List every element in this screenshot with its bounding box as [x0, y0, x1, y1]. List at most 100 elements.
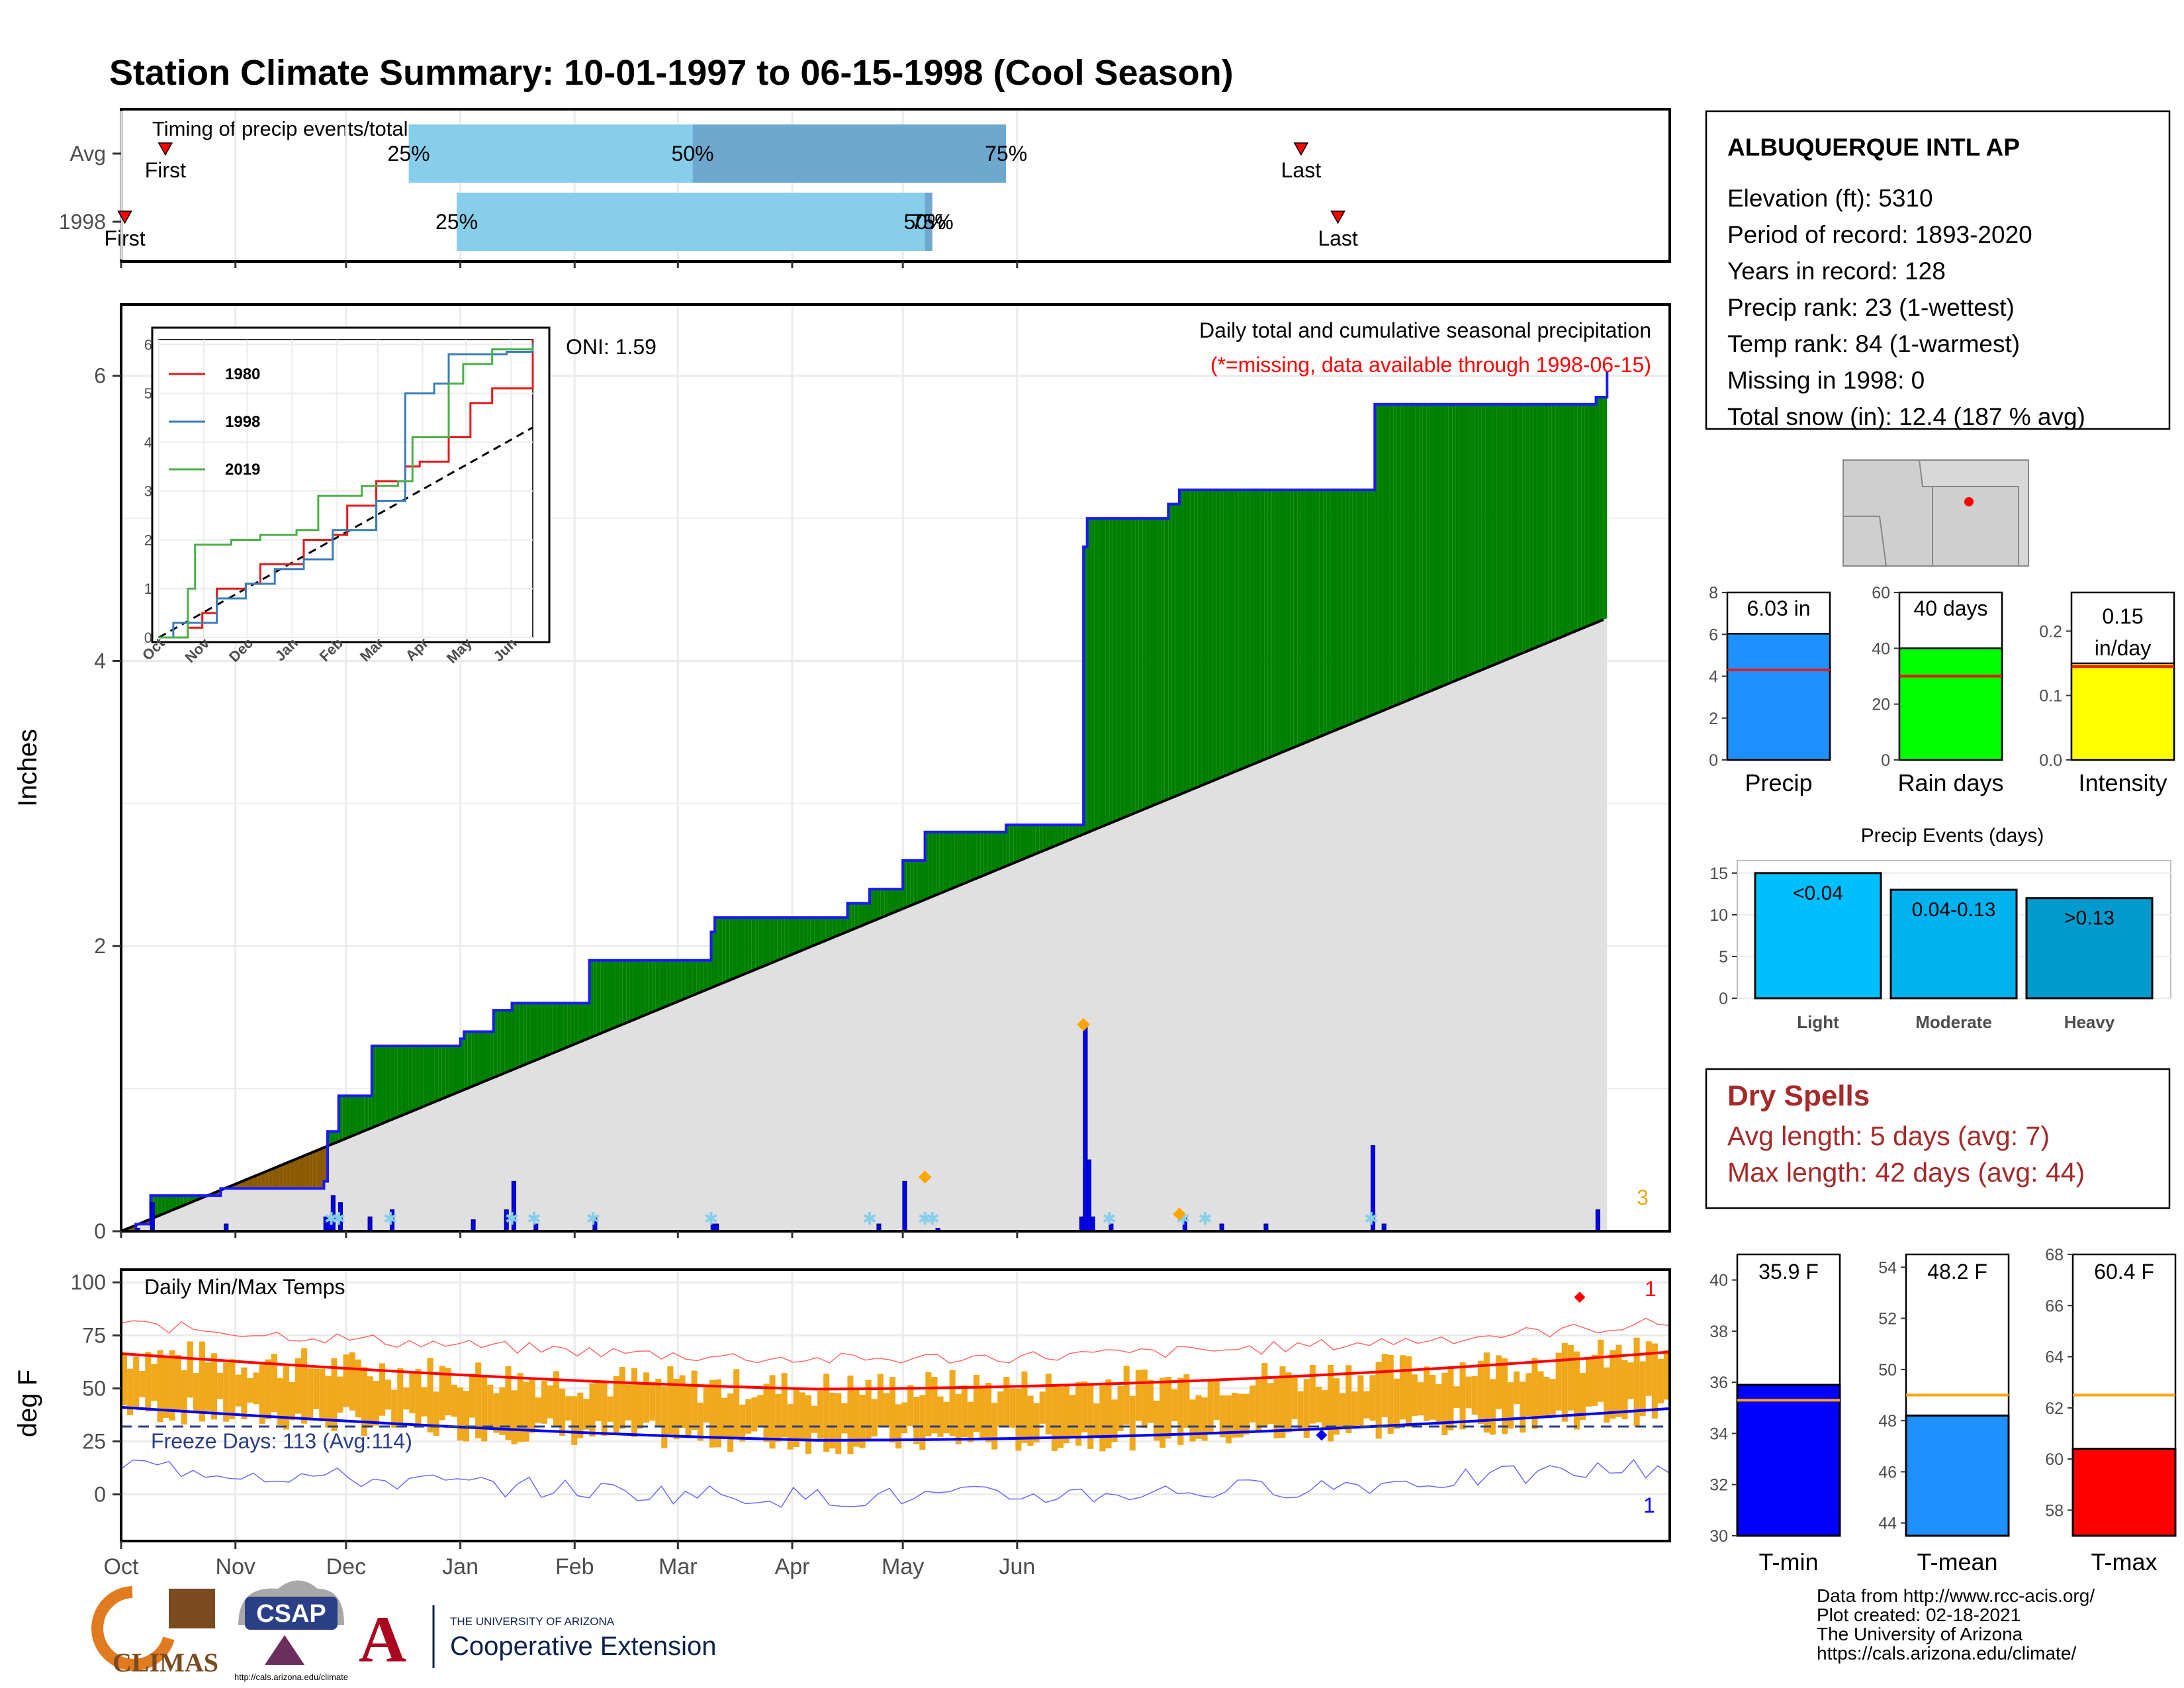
surplus-segment	[943, 831, 947, 892]
daily-precip-bar	[1595, 1209, 1600, 1232]
surplus-segment	[1194, 490, 1198, 789]
daily-temp-bar	[529, 1379, 535, 1433]
surplus-segment	[457, 1046, 461, 1093]
surplus-segment	[1551, 404, 1556, 641]
daily-temp-bar	[145, 1352, 152, 1412]
record-low-line	[120, 1458, 1670, 1508]
surplus-segment	[464, 1031, 468, 1090]
daily-temp-bar	[655, 1378, 662, 1426]
normal-cumulative-line	[120, 618, 1604, 1233]
surplus-segment	[1584, 404, 1589, 628]
daily-temp-bar	[1663, 1350, 1670, 1400]
surplus-segment	[445, 1046, 449, 1098]
snow-marker: ✱	[704, 1209, 719, 1229]
daily-temp-bar	[535, 1397, 541, 1423]
daily-temp-bar	[607, 1396, 614, 1422]
daily-temp-bar	[325, 1376, 332, 1428]
surplus-segment	[707, 960, 711, 990]
surplus-segment	[523, 1003, 527, 1066]
daily-temp-bar	[223, 1362, 230, 1422]
surplus-segment	[438, 1046, 442, 1101]
surplus-segment	[807, 917, 811, 949]
surplus-segment	[1567, 404, 1570, 635]
surplus-segment	[490, 1031, 494, 1080]
inset-plot-area	[158, 339, 533, 638]
daily-temp-bar	[781, 1373, 788, 1438]
surplus-segment	[1393, 404, 1397, 707]
daily-temp-bar	[1027, 1395, 1034, 1446]
surplus-segment	[1212, 490, 1216, 781]
surplus-segment	[622, 960, 627, 1025]
station-info-line: Precip rank: 23 (1-wettest)	[1727, 294, 2015, 321]
event-bar-range: <0.04	[1793, 882, 1843, 904]
temp-bar-ytick-label: 52	[1878, 1310, 1897, 1329]
surplus-segment	[995, 831, 999, 871]
surplus-segment	[962, 831, 966, 885]
surplus-segment	[604, 960, 608, 1032]
station-info-line: Period of record: 1893-2020	[1727, 221, 2032, 248]
daily-temp-bar	[1447, 1367, 1454, 1430]
daily-temp-bar	[289, 1382, 296, 1421]
timing-marker-triangle	[117, 211, 132, 224]
daily-temp-bar	[445, 1368, 451, 1416]
credit-line: Data from http://www.rcc-acis.org/	[1817, 1585, 2095, 1606]
daily-temp-bar	[181, 1370, 187, 1425]
surplus-segment	[1548, 404, 1552, 643]
surplus-segment	[401, 1046, 405, 1116]
surplus-segment	[1541, 404, 1545, 646]
month-label: Mar	[659, 1554, 698, 1579]
surplus-segment	[1478, 404, 1482, 672]
surplus-segment	[434, 1046, 439, 1102]
daily-temp-bar	[1219, 1395, 1226, 1438]
daily-temp-bar	[391, 1389, 398, 1428]
record-low-marker	[1316, 1429, 1328, 1441]
surplus-segment	[725, 917, 730, 982]
daily-temp-bar	[595, 1380, 602, 1421]
daily-temp-bar	[829, 1392, 836, 1449]
daily-temp-bar	[1165, 1377, 1172, 1439]
precip-panel: ✱✱ ✱ ✱ ✱ ✱ ✱ ✱ ✱✱ ✱ ✱ ✱ ✱ Daily total and cumulativ…	[13, 303, 1671, 1243]
surplus-segment	[810, 917, 815, 947]
surplus-segment	[1433, 404, 1437, 690]
surplus-segment	[1046, 825, 1050, 850]
surplus-segment	[541, 1003, 545, 1058]
mini-bar-ytick-label: 2	[1709, 710, 1718, 728]
surplus-segment	[1533, 404, 1537, 649]
deficit-segment	[257, 1173, 261, 1189]
daily-temp-bar	[1543, 1377, 1550, 1417]
daily-temp-bar	[877, 1374, 884, 1427]
daily-temp-bar	[1651, 1343, 1658, 1419]
timing-pct-label: 25%	[388, 142, 430, 165]
surplus-segment	[1065, 825, 1069, 842]
temp-bar-ytick-label: 30	[1709, 1527, 1728, 1546]
timing-pct-label: 50%	[672, 142, 714, 165]
surplus-segment	[516, 1003, 520, 1069]
daily-temp-bar	[703, 1387, 709, 1423]
daily-temp-bar	[1334, 1378, 1340, 1435]
surplus-segment	[821, 917, 826, 943]
daily-temp-bar	[373, 1381, 379, 1426]
daily-temp-bar	[355, 1359, 361, 1418]
surplus-segment	[626, 960, 630, 1023]
surplus-segment	[1017, 825, 1021, 862]
temp-bar-ytick-label: 68	[2045, 1246, 2064, 1264]
ua-extension: Cooperative Extension	[450, 1632, 716, 1661]
surplus-segment	[991, 831, 995, 872]
surplus-segment	[1485, 404, 1489, 669]
timing-pct-label: 50%	[904, 210, 946, 234]
daily-temp-bar	[1267, 1383, 1274, 1425]
surplus-segment	[1120, 518, 1124, 820]
normal-tmax-line	[120, 1350, 1670, 1391]
deficit-segment	[287, 1161, 291, 1189]
surplus-segment	[1559, 404, 1563, 638]
temp-ytick-label: 75	[82, 1323, 106, 1347]
inset-ytick-label: 3	[144, 483, 152, 500]
surplus-segment	[689, 960, 693, 998]
surplus-segment	[342, 1096, 346, 1141]
record-low-count: 1	[1643, 1493, 1655, 1517]
credit-line: https://cals.arizona.edu/climate/	[1817, 1643, 2076, 1664]
daily-temp-bar	[1160, 1378, 1166, 1448]
deficit-segment	[250, 1176, 254, 1189]
daily-temp-bar	[1549, 1379, 1556, 1415]
